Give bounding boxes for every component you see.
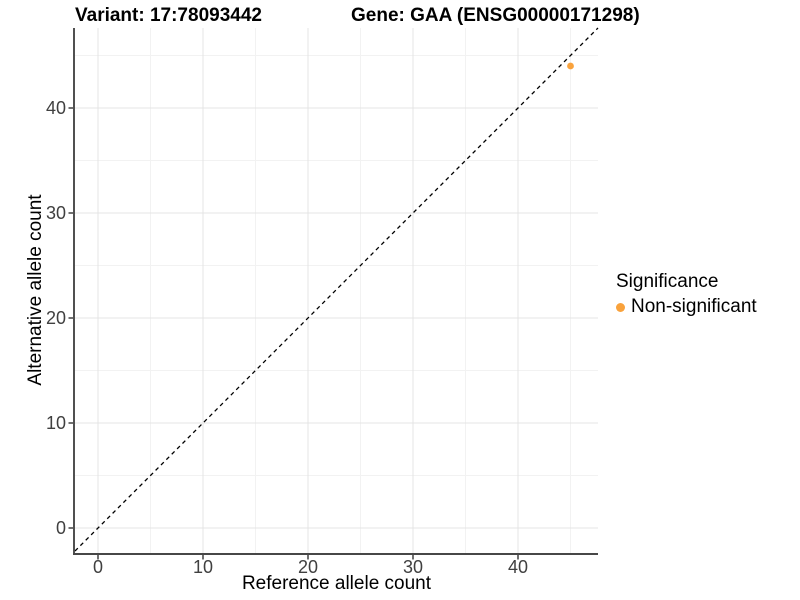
x-axis-title: Reference allele count	[241, 573, 432, 594]
x-tick-label: 0	[93, 557, 103, 577]
y-tick-label: 10	[46, 413, 66, 433]
legend-point-swatch	[616, 302, 625, 312]
y-tick-label: 40	[46, 98, 66, 118]
x-tick-label: 30	[403, 557, 423, 577]
legend-item-label: Non-significant	[631, 296, 757, 317]
diagonal-reference-line	[74, 27, 599, 552]
x-tick-label: 10	[193, 557, 213, 577]
plot-title-variant: Variant: 17:78093442	[75, 5, 262, 26]
y-axis-title: Alternative allele count	[25, 194, 46, 386]
legend: Significance Non-significant	[616, 271, 757, 318]
plot-title-gene: Gene: GAA (ENSG00000171298)	[351, 5, 640, 26]
x-tick-label: 40	[508, 557, 528, 577]
y-tick-label: 30	[46, 203, 66, 223]
y-tick-label: 0	[56, 518, 66, 538]
legend-item: Non-significant	[616, 296, 757, 318]
x-tick-label: 20	[298, 557, 318, 577]
data-point	[567, 62, 574, 70]
y-tick-label: 20	[46, 308, 66, 328]
legend-title: Significance	[616, 271, 719, 292]
